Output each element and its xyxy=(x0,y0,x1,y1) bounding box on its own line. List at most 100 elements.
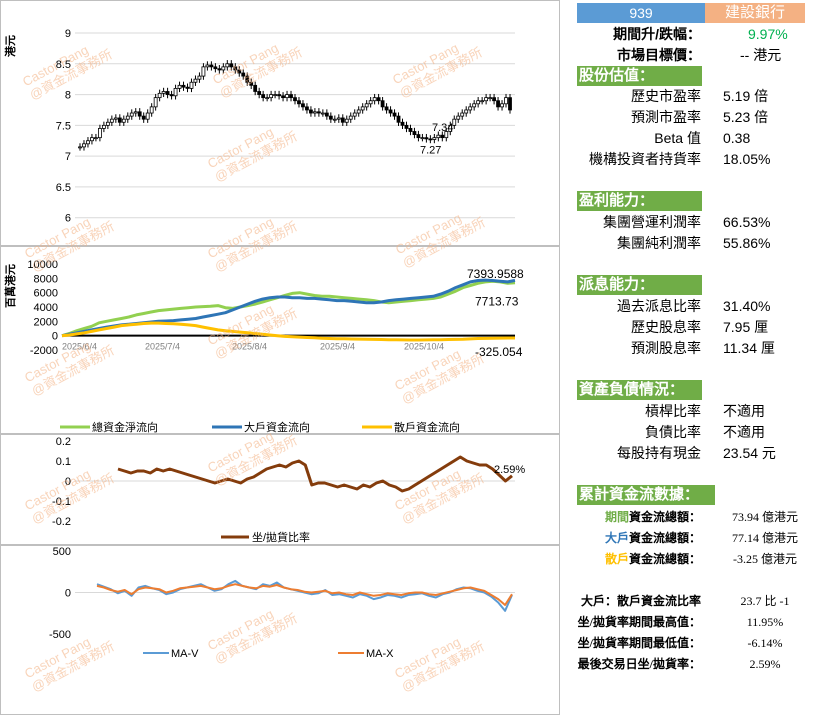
section-title-dividend: 派息能力： xyxy=(577,275,702,295)
ratio-value: 23.7 比 -1 xyxy=(740,594,790,608)
candle-body xyxy=(464,109,469,114)
candle-body xyxy=(476,100,481,105)
summary-value: 9.97% xyxy=(748,26,788,42)
candle-body xyxy=(265,97,270,100)
y-tick-label: 6 xyxy=(65,213,71,225)
ratio-row: 坐/拋貨率期間最低值： -6.14% xyxy=(563,633,821,653)
candle-body xyxy=(432,137,437,140)
candle-body xyxy=(356,109,361,114)
price-chart: 9 8.5 8 7.5 7 6.5 6 港元 7.34 7.27 xyxy=(3,28,515,225)
candle-body xyxy=(129,112,134,117)
candle-body xyxy=(269,94,274,99)
stat-value: 18.05% xyxy=(723,151,771,167)
candle-body xyxy=(472,103,477,108)
candle-body xyxy=(364,103,369,108)
stat-label: 過去派息比率 xyxy=(617,298,701,314)
x-tick-label: 2025/10/4 xyxy=(404,342,444,352)
y-tick-label: 10000 xyxy=(27,259,58,271)
candle-body xyxy=(197,75,202,80)
ratio-row: 坐/拋貨率期間最高值： 11.95% xyxy=(563,612,821,632)
candle-body xyxy=(492,97,496,102)
legend-label: 散戶資金流向 xyxy=(394,420,460,434)
section-title-profit: 盈利能力： xyxy=(577,191,702,211)
candle-body xyxy=(468,106,473,111)
candle-body xyxy=(165,91,170,95)
stat-label: 歷史市盈率 xyxy=(631,88,701,104)
y-tick-label: -0.1 xyxy=(52,496,71,508)
summary-value: -- 港元 xyxy=(740,47,782,63)
candle-body xyxy=(257,91,262,95)
candle-body xyxy=(117,117,122,123)
candle-body xyxy=(241,72,246,77)
summary-label: 期間升/跌幅： xyxy=(613,26,701,42)
stat-value: 66.53% xyxy=(723,214,771,230)
candle-body xyxy=(285,94,289,99)
ratio-chart: 0.2 0.1 0 -0.1 -0.2 2.59% 坐/拋貨比率 xyxy=(52,436,525,544)
stat-value: 55.86% xyxy=(723,235,771,251)
section-title-balance: 資產負債情況： xyxy=(577,380,702,400)
candle-body xyxy=(340,117,345,123)
flow-prefix: 散戶 xyxy=(604,552,629,566)
stat-label: 機構投資者持貨率 xyxy=(589,151,701,167)
series-line xyxy=(61,279,516,338)
candle-body xyxy=(98,128,102,139)
flow-annotation: 7393.9588 xyxy=(467,267,524,281)
flow-value: 73.94 億港元 xyxy=(731,510,798,524)
candle-body xyxy=(400,121,405,126)
candle-body xyxy=(480,100,485,103)
candle-body xyxy=(436,134,441,139)
stat-value: 0.38 xyxy=(723,130,751,146)
candle-body xyxy=(173,88,178,97)
candle-body xyxy=(360,106,365,111)
candle-body xyxy=(392,112,397,117)
candle-body xyxy=(205,64,210,68)
candle-body xyxy=(105,121,110,126)
y-tick-label: 8 xyxy=(65,90,71,102)
candle-body xyxy=(249,81,254,86)
candle-body xyxy=(237,69,242,74)
legend-label: 大戶資金流向 xyxy=(244,420,310,434)
candle-body xyxy=(452,118,457,126)
flow-row: 散戶資金流總額： -3.25 億港元 xyxy=(563,549,821,569)
y-tick-label: 7.5 xyxy=(56,120,71,132)
candle-body xyxy=(484,97,489,102)
candle-body xyxy=(161,91,166,94)
y-tick-label: 0.2 xyxy=(56,436,71,448)
candle-body xyxy=(82,143,86,148)
stat-label: 預測市盈率 xyxy=(631,109,701,125)
stat-label: 每股持有現金 xyxy=(617,445,701,461)
y-tick-label: 0.1 xyxy=(56,456,71,468)
candle-body xyxy=(94,137,98,140)
candle-body xyxy=(101,124,106,129)
y-axis-label: 港元 xyxy=(3,35,17,57)
ratio-chart-frame xyxy=(0,434,560,545)
y-tick-label: 4000 xyxy=(34,302,58,314)
candle-body xyxy=(189,81,194,89)
stat-value: 不適用 xyxy=(723,403,765,419)
candle-body xyxy=(380,100,385,108)
candle-body xyxy=(352,112,357,117)
candle-body xyxy=(368,100,373,105)
stat-value: 5.23 倍 xyxy=(723,109,769,125)
stock-code: 939 xyxy=(577,3,705,23)
candle-body xyxy=(233,66,238,71)
y-tick-label: -0.2 xyxy=(52,516,71,528)
candle-body xyxy=(185,86,190,89)
candle-body xyxy=(301,103,305,108)
candle-body xyxy=(157,92,162,99)
y-tick-label: 8000 xyxy=(34,273,58,285)
flow-chart-frame xyxy=(0,246,560,434)
stock-name: 建設銀行 xyxy=(705,3,805,23)
candle-body xyxy=(181,84,186,88)
section-title-flow: 累計資金流數據： xyxy=(577,485,715,505)
section-title-valuation: 股份估值： xyxy=(577,66,702,86)
candle-body xyxy=(125,115,130,120)
flow-annotation: -325.054 xyxy=(475,345,523,359)
ma-chart: 500 0 -500 MA-V MA-X xyxy=(49,546,515,660)
y-tick-label: 500 xyxy=(53,546,71,558)
candle-body xyxy=(193,78,198,83)
flow-row: 大戶資金流總額： 77.14 億港元 xyxy=(563,528,821,548)
candle-body xyxy=(404,124,409,129)
y-tick-label: 0 xyxy=(65,588,71,600)
y-tick-label: 7 xyxy=(65,151,71,163)
